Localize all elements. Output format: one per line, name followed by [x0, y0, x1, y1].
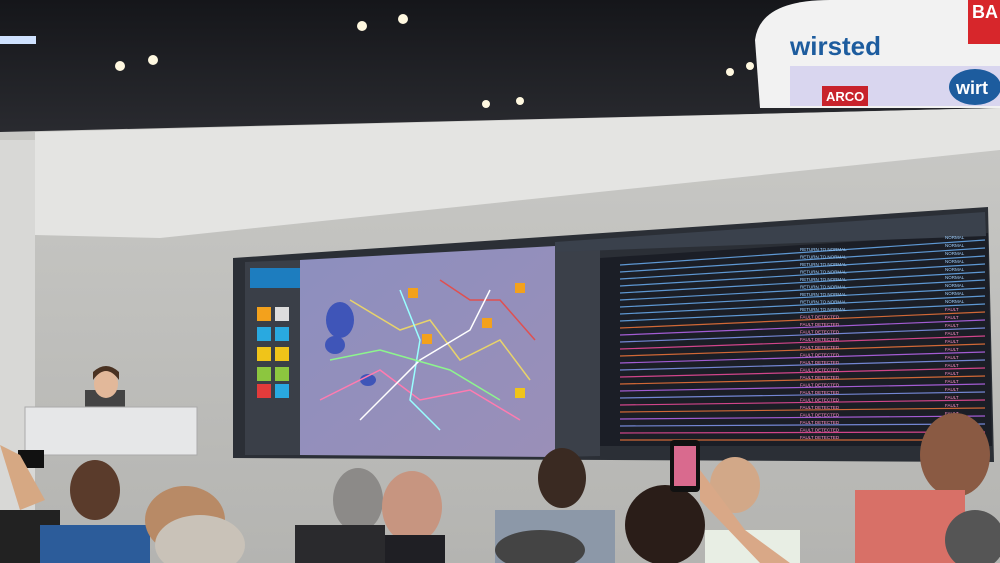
status-text: NORMAL [945, 251, 965, 256]
red-banner [968, 0, 1000, 44]
event-text: FAULT DETECTED [800, 315, 840, 320]
banner-text: BA [972, 2, 998, 22]
event-text: FAULT DETECTED [800, 330, 840, 335]
arco-box [822, 86, 868, 106]
speaker-face [94, 370, 118, 398]
row-line [619, 239, 986, 266]
row-line [619, 319, 986, 336]
menu-panel [555, 243, 600, 457]
event-text: FAULT DETECTED [800, 427, 840, 432]
map-markers [408, 283, 525, 398]
event-text: FAULT DETECTED [800, 397, 840, 402]
audience [0, 413, 1000, 563]
event-text: FAULT DETECTED [800, 412, 840, 417]
event-text: RETURN TO NORMAL [800, 255, 847, 260]
row-line [619, 263, 986, 287]
event-text: RETURN TO NORMAL [800, 307, 847, 312]
row-line [619, 423, 986, 427]
map-lakes [325, 302, 376, 386]
banner-text: ARCO [826, 89, 864, 104]
status-text: FAULT [945, 331, 959, 336]
map [300, 246, 555, 457]
table-rows: RETURN TO NORMAL NORMAL RETURN TO NORMAL NO… [619, 235, 986, 441]
status-text: NORMAL [945, 275, 965, 280]
row-line [619, 407, 986, 413]
event-text: FAULT DETECTED [800, 337, 840, 342]
panel-icons [250, 268, 300, 398]
event-text: FAULT DETECTED [800, 375, 840, 380]
status-text: NORMAL [945, 267, 965, 272]
event-text: FAULT DETECTED [800, 405, 840, 410]
status-text: FAULT [945, 339, 959, 344]
row-line [619, 255, 986, 280]
event-text: RETURN TO NORMAL [800, 247, 847, 252]
event-text: FAULT DETECTED [800, 367, 840, 372]
row-line [619, 287, 986, 308]
event-text: FAULT DETECTED [800, 345, 840, 350]
status-text: NORMAL [945, 299, 965, 304]
status-text: NORMAL [945, 235, 965, 240]
event-text: FAULT DETECTED [800, 435, 840, 440]
status-text: FAULT [945, 371, 959, 376]
row-line [619, 415, 986, 420]
status-text: NORMAL [945, 283, 965, 288]
speaker-hair [93, 366, 119, 380]
row-line [619, 271, 986, 294]
row-line [619, 311, 986, 329]
row-line [619, 383, 986, 392]
row-line [619, 303, 986, 322]
status-text: FAULT [945, 379, 959, 384]
soffit [35, 108, 1000, 238]
status-text: FAULT [945, 363, 959, 368]
ceiling-lights [0, 14, 754, 108]
row-line [619, 335, 986, 350]
event-text: RETURN TO NORMAL [800, 277, 847, 282]
status-text: FAULT [945, 347, 959, 352]
podium [24, 406, 198, 456]
row-line [619, 295, 986, 315]
row-line [619, 367, 986, 378]
event-text: FAULT DETECTED [800, 390, 840, 395]
status-text: FAULT [945, 355, 959, 360]
status-text: FAULT [945, 387, 959, 392]
status-text: NORMAL [945, 291, 965, 296]
row-line [619, 279, 986, 301]
event-text: RETURN TO NORMAL [800, 262, 847, 267]
event-text: FAULT DETECTED [800, 360, 840, 365]
event-text: RETURN TO NORMAL [800, 300, 847, 305]
map-lines [319, 279, 536, 431]
event-text: RETURN TO NORMAL [800, 270, 847, 275]
row-line [619, 327, 986, 343]
event-text: FAULT DETECTED [800, 420, 840, 425]
logo-circle [949, 69, 1000, 105]
event-text: FAULT DETECTED [800, 382, 840, 387]
left-panel [245, 260, 300, 455]
row-line [619, 431, 986, 434]
status-text: FAULT [945, 403, 959, 408]
status-text: FAULT [945, 307, 959, 312]
toolbar [555, 212, 986, 252]
status-text: FAULT [945, 323, 959, 328]
status-text: FAULT [945, 395, 959, 400]
status-text: NORMAL [945, 243, 965, 248]
row-line [619, 351, 986, 364]
event-text: FAULT DETECTED [800, 352, 840, 357]
banner-text: wirt [955, 78, 988, 98]
sign-text: wirsted [789, 31, 881, 61]
status-text: FAULT [945, 315, 959, 320]
row-line [619, 359, 986, 371]
row-line [619, 391, 986, 399]
event-text: RETURN TO NORMAL [800, 285, 847, 290]
event-table [600, 233, 992, 446]
event-text: FAULT DETECTED [800, 322, 840, 327]
status-text: NORMAL [945, 259, 965, 264]
row-line [619, 247, 986, 273]
row-line [619, 399, 986, 406]
row-line [619, 343, 986, 357]
event-text: RETURN TO NORMAL [800, 292, 847, 297]
row-line [619, 375, 986, 385]
